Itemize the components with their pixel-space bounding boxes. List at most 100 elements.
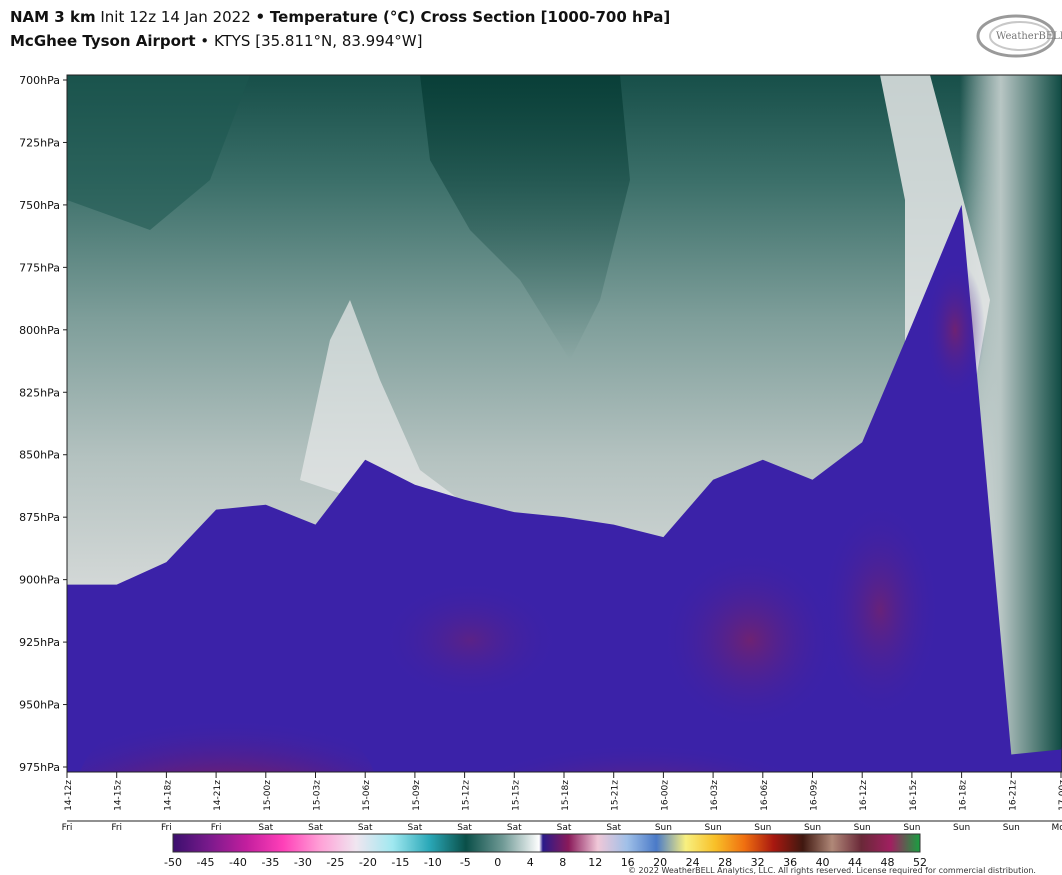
x-day-label: Fri — [211, 823, 222, 833]
chart-title-line-1: NAM 3 km Init 12z 14 Jan 2022 • Temperat… — [10, 8, 670, 26]
x-day-label: Sat — [457, 823, 472, 833]
x-day-label: Sat — [557, 823, 572, 833]
colorbar-label: 4 — [527, 856, 534, 869]
colorbar: -50 -45 -40 -35 -30 -25 -20 -15 -10 -5 0 4 8 12 16 20 24… — [164, 833, 927, 869]
colorbar-label: 16 — [621, 856, 635, 869]
colorbar-label: 44 — [848, 856, 862, 869]
y-tick-label: 850hPa — [19, 449, 60, 462]
y-axis: 700hPa 725hPa 750hPa 775hPa 800hPa 825hPa 850h… — [19, 74, 67, 774]
x-tick-label: 16-00z — [660, 780, 670, 811]
cold-pocket-aloft — [420, 75, 630, 360]
x-tick-label: 14-21z — [213, 780, 223, 811]
model-name: NAM 3 km — [10, 8, 96, 26]
colorbar-label: -15 — [391, 856, 409, 869]
x-tick-label: 15-18z — [561, 780, 571, 811]
colorbar-label: 40 — [816, 856, 830, 869]
copyright-text: © 2022 WeatherBELL Analytics, LLC. All r… — [628, 866, 1036, 875]
colorbar-label: -20 — [359, 856, 377, 869]
x-tick-label: 15-00z — [263, 780, 273, 811]
x-day-label: Fri — [111, 823, 122, 833]
warm-core-right-2 — [820, 500, 940, 720]
colorbar-label: 32 — [751, 856, 765, 869]
colorbar-label: 0 — [494, 856, 501, 869]
colorbar-label: 36 — [783, 856, 797, 869]
x-tick-label: 15-12z — [462, 780, 472, 811]
logo-text: WeatherBELL — [996, 31, 1062, 42]
x-tick-label: 15-03z — [313, 780, 323, 811]
colorbar-label: -5 — [460, 856, 471, 869]
separator-2: • — [200, 32, 210, 50]
colorbar-label: -30 — [294, 856, 312, 869]
warm-column-core — [925, 260, 985, 400]
colorbar-label: 52 — [913, 856, 927, 869]
y-tick-label: 700hPa — [19, 74, 60, 87]
x-tick-label: 15-21z — [611, 780, 621, 811]
separator: • — [255, 8, 266, 26]
y-tick-label: 925hPa — [19, 636, 60, 649]
warm-core-right — [660, 550, 840, 730]
colorbar-label: -10 — [424, 856, 442, 869]
x-tick-label: 16-09z — [810, 780, 820, 811]
x-day-label: Mon — [1052, 823, 1062, 833]
x-day-label: Sat — [507, 823, 522, 833]
warm-core-left — [80, 700, 374, 772]
colorbar-label: -40 — [229, 856, 247, 869]
x-day-label: Sun — [903, 823, 920, 833]
x-day-label: Sun — [1003, 823, 1020, 833]
x-day-label: Sun — [705, 823, 722, 833]
y-tick-label: 975hPa — [19, 761, 60, 774]
y-tick-label: 825hPa — [19, 386, 60, 399]
x-day-label: Sun — [804, 823, 821, 833]
x-day-label: Sun — [854, 823, 871, 833]
colorbar-label: 28 — [718, 856, 732, 869]
colorbar-label: -50 — [164, 856, 182, 869]
init-time: Init 12z 14 Jan 2022 — [100, 8, 251, 26]
colorbar-label: -35 — [261, 856, 279, 869]
y-tick-label: 800hPa — [19, 324, 60, 337]
chart-header: NAM 3 km Init 12z 14 Jan 2022 • Temperat… — [10, 0, 1062, 70]
colorbar-label: 48 — [881, 856, 895, 869]
x-day-label: Sat — [258, 823, 273, 833]
y-tick-label: 875hPa — [19, 511, 60, 524]
y-tick-label: 750hPa — [19, 199, 60, 212]
x-tick-label: 14-12z — [64, 780, 74, 811]
x-day-label: Sun — [655, 823, 672, 833]
x-day-label: Sun — [754, 823, 771, 833]
x-tick-label: 15-06z — [362, 780, 372, 811]
x-day-label: Sat — [358, 823, 373, 833]
y-tick-label: 950hPa — [19, 699, 60, 712]
colorbar-ramp — [172, 833, 921, 853]
x-day-label: Sun — [953, 823, 970, 833]
x-day-label: Sat — [408, 823, 423, 833]
light-ridge — [300, 300, 460, 500]
x-axis: 14-12z Fri 14-15z Fri 14-18z Fri 14-21z Fri 15-0… — [62, 772, 1062, 833]
colorbar-label: 20 — [653, 856, 667, 869]
x-tick-label: 16-06z — [760, 780, 770, 811]
x-day-label: Sat — [606, 823, 621, 833]
x-tick-label: 15-09z — [412, 780, 422, 811]
weatherbell-logo: WeatherBELL — [976, 10, 1062, 62]
x-tick-label: 17-00z — [1058, 780, 1062, 811]
station-id: KTYS [35.811°N, 83.994°W] — [213, 32, 423, 50]
chart-title-line-2: McGhee Tyson Airport • KTYS [35.811°N, 8… — [10, 32, 423, 50]
x-day-label: Sat — [308, 823, 323, 833]
colorbar-label: 24 — [686, 856, 700, 869]
station-name: McGhee Tyson Airport — [10, 32, 196, 50]
x-tick-label: 16-18z — [959, 780, 969, 811]
y-tick-label: 900hPa — [19, 574, 60, 587]
x-tick-label: 16-15z — [909, 780, 919, 811]
chart-title: Temperature (°C) Cross Section [1000-700… — [269, 8, 671, 26]
x-tick-label: 16-12z — [859, 780, 869, 811]
x-tick-label: 16-03z — [710, 780, 720, 811]
y-tick-label: 725hPa — [19, 136, 60, 149]
x-tick-label: 14-15z — [114, 780, 124, 811]
x-tick-label: 14-18z — [163, 780, 173, 811]
colorbar-label: -45 — [196, 856, 214, 869]
warm-core-mid — [492, 715, 788, 772]
warm-core-center — [380, 580, 560, 700]
colorbar-label: 8 — [559, 856, 566, 869]
plot-area — [67, 75, 1062, 772]
x-day-label: Fri — [161, 823, 172, 833]
y-tick-label: 775hPa — [19, 261, 60, 274]
